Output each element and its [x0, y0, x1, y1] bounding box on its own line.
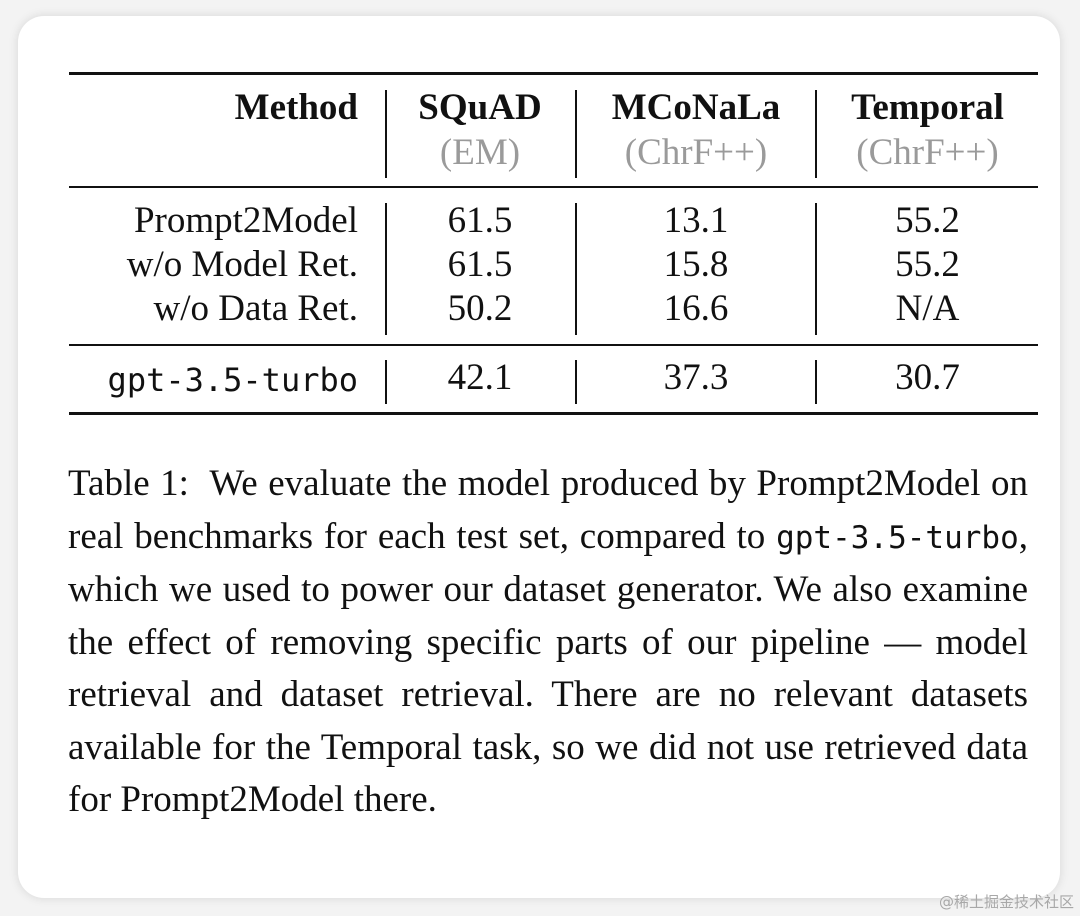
header-squad: SQuAD: [418, 87, 542, 128]
header-squad-metric: (EM): [439, 132, 521, 173]
header-temporal-metric: (ChrF++): [856, 132, 999, 173]
column-separator: [815, 203, 817, 335]
cell-squad: 42.1: [447, 357, 513, 398]
cell-mconala: 15.8: [663, 244, 729, 285]
cell-temporal: N/A: [895, 288, 960, 329]
column-separator: [575, 360, 577, 404]
table-baseline-rule: [69, 344, 1038, 346]
caption-text: , which we used to power our dataset gen…: [68, 515, 1028, 821]
watermark: @稀土掘金技术社区: [938, 893, 1074, 911]
row-method: w/o Model Ret.: [126, 244, 358, 285]
table-header-rule: [69, 186, 1038, 188]
header-method: Method: [234, 87, 358, 128]
cell-mconala: 37.3: [663, 357, 729, 398]
row-method: Prompt2Model: [133, 200, 358, 241]
header-mconala: MCoNaLa: [611, 87, 781, 128]
caption-label: Table 1:: [68, 463, 189, 504]
caption-code: gpt-3.5-turbo: [776, 519, 1019, 556]
table-caption: Table 1: We evaluate the model produced …: [68, 458, 1028, 827]
baseline-method: gpt-3.5-turbo: [107, 361, 358, 399]
cell-temporal: 55.2: [895, 244, 960, 285]
column-separator: [575, 203, 577, 335]
column-separator: [575, 90, 577, 178]
cell-squad: 61.5: [447, 244, 513, 285]
table-top-rule: [69, 72, 1038, 75]
column-separator: [815, 90, 817, 178]
cell-mconala: 16.6: [663, 288, 729, 329]
table-card: [18, 16, 1060, 898]
header-temporal: Temporal: [851, 87, 1004, 128]
header-mconala-metric: (ChrF++): [624, 132, 768, 173]
column-separator: [385, 203, 387, 335]
row-method: w/o Data Ret.: [153, 288, 358, 329]
column-separator: [385, 90, 387, 178]
caption-text: We evaluate the model produced by Prompt…: [68, 463, 1028, 557]
cell-temporal: 30.7: [895, 357, 960, 398]
table-bottom-rule: [69, 412, 1038, 415]
cell-temporal: 55.2: [895, 200, 960, 241]
cell-squad: 61.5: [447, 200, 513, 241]
cell-squad: 50.2: [447, 288, 513, 329]
cell-mconala: 13.1: [663, 200, 729, 241]
column-separator: [385, 360, 387, 404]
column-separator: [815, 360, 817, 404]
